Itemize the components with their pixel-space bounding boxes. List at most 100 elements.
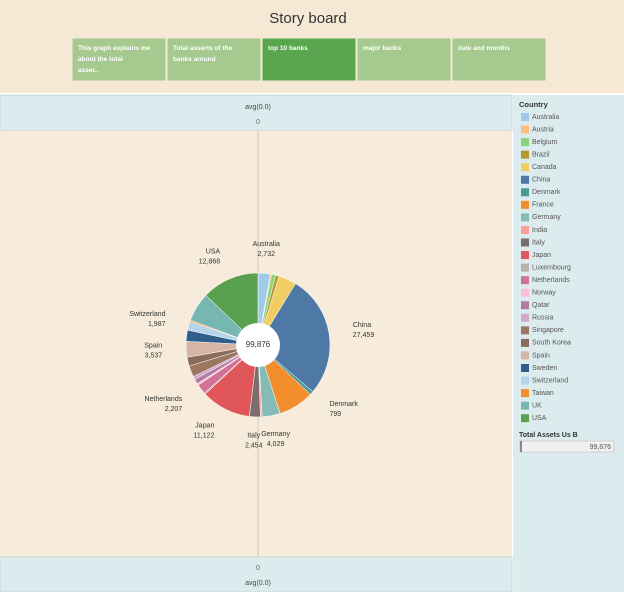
tab-label[interactable]: date and months <box>458 45 510 52</box>
legend-swatch[interactable] <box>521 238 529 247</box>
slice-name: Spain <box>144 343 162 350</box>
slice-value: 799 <box>329 411 341 418</box>
legend-label[interactable]: Russia <box>532 315 554 322</box>
filter-title: Total Assets Us B <box>519 432 578 439</box>
legend-swatch[interactable] <box>521 313 529 322</box>
filter-value: 99,876 <box>590 444 612 451</box>
legend-label[interactable]: China <box>532 177 550 184</box>
legend-swatch[interactable] <box>521 288 529 297</box>
donut-hole <box>236 323 280 367</box>
donut: Australia 2,732 China 27,459 Denmark 799 Germa… <box>129 241 374 450</box>
legend-swatch[interactable] <box>521 213 529 222</box>
legend-label[interactable]: Spain <box>532 352 550 359</box>
legend-swatch[interactable] <box>521 376 529 385</box>
legend: Australia Austria Belgium Brazil Canada China… <box>521 113 571 423</box>
legend-swatch[interactable] <box>521 276 529 285</box>
legend-swatch[interactable] <box>521 113 529 121</box>
filter-handle[interactable] <box>520 441 522 452</box>
legend-swatch[interactable] <box>521 125 529 134</box>
legend-label[interactable]: Canada <box>532 164 557 171</box>
legend-label[interactable]: Germany <box>532 214 561 221</box>
legend-swatch[interactable] <box>521 225 529 234</box>
axis-title: avg(0.0) <box>245 104 271 111</box>
slice-value: 3,537 <box>145 353 163 360</box>
legend-label[interactable]: Sweden <box>532 365 557 372</box>
slice-name: China <box>353 322 371 329</box>
slice <box>257 283 331 393</box>
legend-swatch[interactable] <box>521 351 529 360</box>
legend-label[interactable]: UK <box>532 402 542 409</box>
legend-swatch[interactable] <box>521 251 529 260</box>
legend-label[interactable]: Italy <box>532 239 545 246</box>
story-title: Story board <box>269 10 347 27</box>
tab-bar: This graph explains me about the total ass… <box>71 37 547 82</box>
legend-label[interactable]: Singapore <box>532 327 564 334</box>
story-tab[interactable] <box>356 37 452 82</box>
legend-label[interactable]: Qatar <box>532 302 550 309</box>
slice <box>205 272 259 346</box>
slice-name: Japan <box>195 422 214 429</box>
slice-value: 2,207 <box>165 406 183 413</box>
story-tab[interactable] <box>166 37 262 82</box>
slice-name: Australia <box>253 241 280 248</box>
legend-label[interactable]: Brazil <box>532 151 550 158</box>
slice-value: 2,732 <box>257 251 275 258</box>
slice-value: 11,122 <box>193 432 214 439</box>
legend-label[interactable]: Austria <box>532 126 554 133</box>
legend-swatch[interactable] <box>521 175 529 184</box>
legend-label[interactable]: Switzerland <box>532 377 568 384</box>
axis-value: 0 <box>256 119 260 126</box>
legend-swatch[interactable] <box>521 163 529 172</box>
legend-label[interactable]: Luxembourg <box>532 264 571 271</box>
tab-label[interactable]: major banks <box>363 45 402 52</box>
story-tab[interactable] <box>71 37 167 82</box>
legend-swatch[interactable] <box>521 389 529 398</box>
legend-label[interactable]: South Korea <box>532 340 571 347</box>
slice-name: Netherlands <box>144 396 182 403</box>
tab-label[interactable]: top 10 banks <box>268 45 308 52</box>
story-tab[interactable] <box>261 37 357 82</box>
slice-name: USA <box>206 249 221 256</box>
legend-swatch[interactable] <box>521 138 529 147</box>
legend-label[interactable]: Japan <box>532 252 551 259</box>
legend-panel <box>513 95 624 592</box>
legend-title: Country <box>519 100 549 109</box>
slice-value: 27,459 <box>353 332 375 339</box>
legend-label[interactable]: Norway <box>532 290 556 297</box>
legend-swatch[interactable] <box>521 338 529 347</box>
legend-swatch[interactable] <box>521 401 529 410</box>
slice-name: Italy <box>247 433 260 440</box>
legend-swatch[interactable] <box>521 414 529 423</box>
legend-swatch[interactable] <box>521 301 529 310</box>
story-tab[interactable] <box>451 37 547 82</box>
tab-label[interactable]: This graph explains me about the total ass… <box>78 45 151 74</box>
slice-name: Denmark <box>329 401 358 408</box>
legend-label[interactable]: Netherlands <box>532 277 570 284</box>
legend-label[interactable]: India <box>532 227 547 234</box>
legend-swatch[interactable] <box>521 364 529 372</box>
slice-value: 12,868 <box>199 259 221 266</box>
legend-label[interactable]: Taiwan <box>532 390 554 397</box>
legend-swatch[interactable] <box>521 188 529 197</box>
legend-swatch[interactable] <box>521 326 529 335</box>
axis-title: avg(0.0) <box>245 580 271 587</box>
legend-swatch[interactable] <box>521 150 529 159</box>
slice-name: Germany <box>261 431 290 438</box>
legend-label[interactable]: USA <box>532 415 547 422</box>
legend-label[interactable]: Denmark <box>532 189 561 196</box>
tab-label[interactable]: Total asserts of the banks around <box>173 45 233 63</box>
slice-value: 1,987 <box>148 321 166 328</box>
legend-label[interactable]: France <box>532 202 554 209</box>
slice-value: 4,029 <box>267 441 285 448</box>
legend-swatch[interactable] <box>521 200 529 209</box>
legend-label[interactable]: Belgium <box>532 139 557 146</box>
slice-value: 2,454 <box>245 443 263 450</box>
bottom-axis-band <box>0 556 513 592</box>
legend-swatch[interactable] <box>521 263 529 272</box>
donut-total: 99,876 <box>246 340 271 349</box>
axis-value: 0 <box>256 565 260 572</box>
legend-label[interactable]: Australia <box>532 114 559 121</box>
slice-name: Switzerland <box>129 311 165 318</box>
